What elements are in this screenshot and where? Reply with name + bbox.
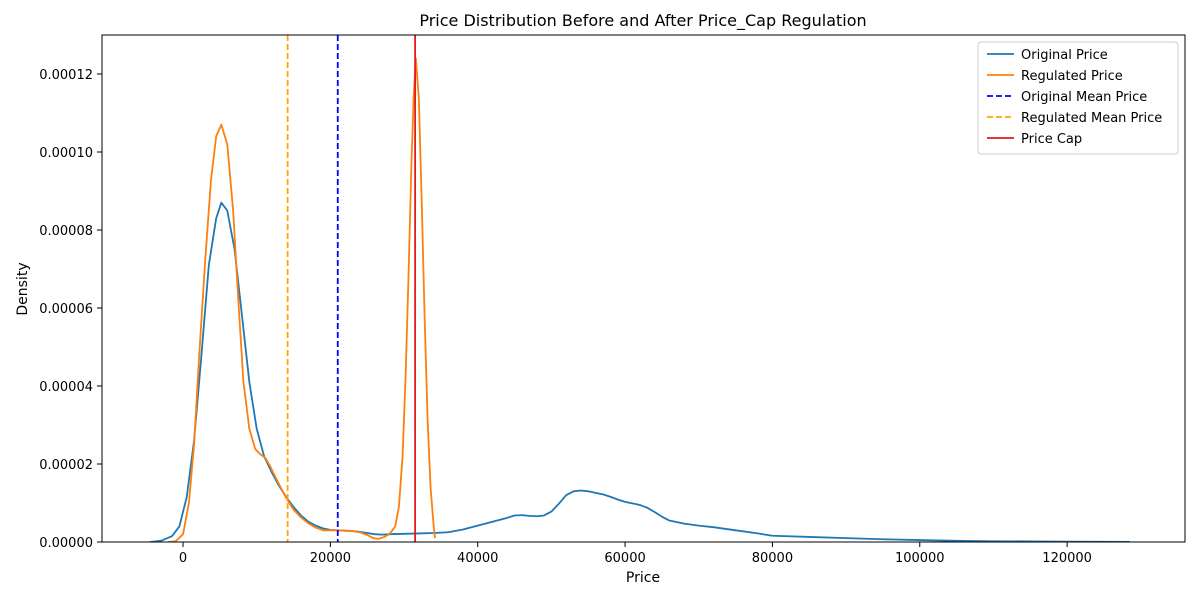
- x-tick-label: 100000: [895, 551, 945, 566]
- plot-area: [149, 35, 1130, 542]
- chart-title: Price Distribution Before and After Pric…: [419, 11, 866, 31]
- y-tick-label: 0.00004: [39, 380, 93, 395]
- y-tick-label: 0.00012: [39, 68, 93, 83]
- legend: Original Price Regulated Price Original Me…: [977, 41, 1179, 155]
- y-tick-label: 0.00010: [39, 146, 93, 161]
- series-line-2: [168, 57, 436, 542]
- axes: 0 20000 40000 60000 80000 100000 120000 0.00000…: [39, 34, 1186, 566]
- y-tick-label: 0.00006: [39, 302, 93, 317]
- legend-label-1: Original Price: [1021, 48, 1108, 63]
- x-tick-label: 120000: [1042, 551, 1092, 566]
- x-tick-label: 0: [179, 551, 187, 566]
- y-tick-label: 0.00008: [39, 224, 93, 239]
- axes-frame: [101, 34, 1186, 543]
- x-tick-label: 40000: [457, 551, 498, 566]
- series-line-1: [149, 201, 1130, 542]
- legend-box: [977, 41, 1179, 155]
- legend-label-5: Price Cap: [1021, 132, 1082, 147]
- y-axis-label: Density: [15, 262, 31, 315]
- x-tick-label: 80000: [752, 551, 793, 566]
- y-tick-label: 0.00002: [39, 458, 93, 473]
- x-tick-label: 60000: [604, 551, 645, 566]
- legend-label-2: Regulated Price: [1021, 69, 1123, 84]
- legend-label-3: Original Mean Price: [1021, 90, 1147, 105]
- x-tick-label: 20000: [310, 551, 351, 566]
- y-tick-label: 0.00000: [39, 536, 93, 551]
- x-axis-label: Price: [626, 570, 660, 586]
- legend-label-4: Regulated Mean Price: [1021, 111, 1162, 126]
